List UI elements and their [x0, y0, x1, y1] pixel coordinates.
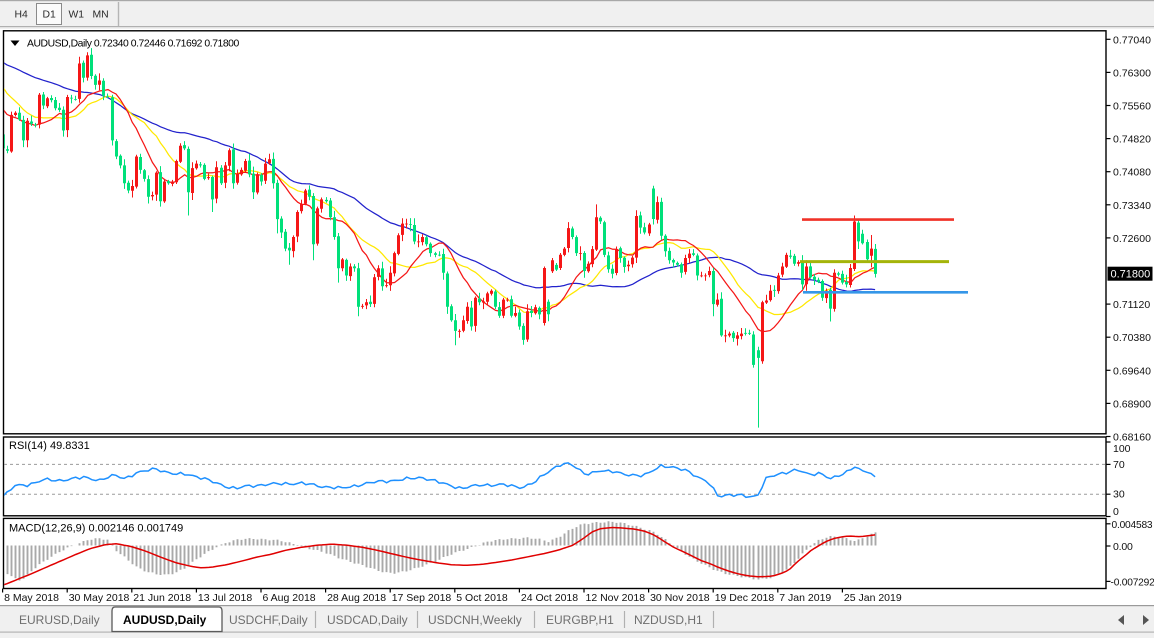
svg-text:0.76300: 0.76300: [1113, 67, 1151, 79]
svg-text:6 Aug 2018: 6 Aug 2018: [263, 592, 316, 604]
svg-text:AUDUSD,Daily: AUDUSD,Daily: [123, 613, 207, 627]
svg-text:0.69640: 0.69640: [1113, 365, 1151, 377]
svg-text:RSI(14) 49.8331: RSI(14) 49.8331: [9, 440, 90, 452]
svg-text:0.73340: 0.73340: [1113, 200, 1151, 212]
svg-text:0.004583: 0.004583: [1112, 520, 1153, 531]
svg-text:W1: W1: [69, 10, 85, 21]
svg-text:13 Jul 2018: 13 Jul 2018: [198, 592, 252, 604]
svg-text:0.75560: 0.75560: [1113, 101, 1151, 113]
svg-text:30 Nov 2018: 30 Nov 2018: [650, 592, 710, 604]
svg-text:0.71800: 0.71800: [1111, 269, 1151, 281]
svg-text:70: 70: [1113, 459, 1125, 471]
svg-text:0: 0: [1113, 506, 1119, 518]
svg-text:-0.007292: -0.007292: [1111, 577, 1154, 588]
svg-text:USDCNH,Weekly: USDCNH,Weekly: [428, 613, 522, 627]
svg-text:30: 30: [1113, 489, 1125, 501]
svg-text:EURUSD,Daily: EURUSD,Daily: [19, 613, 100, 627]
svg-text:5 Oct 2018: 5 Oct 2018: [456, 592, 508, 604]
svg-text:D1: D1: [43, 10, 57, 21]
svg-text:0.68160: 0.68160: [1113, 432, 1151, 444]
svg-text:100: 100: [1113, 443, 1131, 455]
svg-text:8 May 2018: 8 May 2018: [4, 592, 59, 604]
svg-text:H4: H4: [15, 10, 29, 21]
svg-text:0.00: 0.00: [1113, 541, 1133, 553]
svg-text:USDCHF,Daily: USDCHF,Daily: [229, 613, 308, 627]
svg-text:0.74080: 0.74080: [1113, 167, 1151, 179]
svg-text:MACD(12,26,9) 0.002146 0.00174: MACD(12,26,9) 0.002146 0.001749: [9, 523, 183, 535]
svg-text:17 Sep 2018: 17 Sep 2018: [392, 592, 452, 604]
svg-text:28 Aug 2018: 28 Aug 2018: [327, 592, 386, 604]
svg-text:0.77040: 0.77040: [1113, 34, 1151, 46]
svg-text:EURGBP,H1: EURGBP,H1: [546, 613, 614, 627]
svg-text:21 Jun 2018: 21 Jun 2018: [133, 592, 191, 604]
svg-text:24 Oct 2018: 24 Oct 2018: [521, 592, 578, 604]
svg-text:0.71120: 0.71120: [1113, 299, 1150, 311]
svg-text:0.72600: 0.72600: [1113, 233, 1151, 245]
svg-text:19 Dec 2018: 19 Dec 2018: [715, 592, 775, 604]
svg-text:0.68900: 0.68900: [1113, 398, 1151, 410]
svg-text:30 May 2018: 30 May 2018: [69, 592, 130, 604]
svg-text:0.70380: 0.70380: [1113, 332, 1151, 344]
svg-text:0.74820: 0.74820: [1113, 134, 1151, 146]
svg-text:NZDUSD,H1: NZDUSD,H1: [634, 613, 703, 627]
svg-text:AUDUSD,Daily 0.72340 0.72446: AUDUSD,Daily 0.72340 0.72446 0.71692 0.7…: [27, 39, 240, 50]
svg-text:7 Jan 2019: 7 Jan 2019: [779, 592, 831, 604]
svg-text:MN: MN: [93, 10, 109, 21]
svg-text:25 Jan 2019: 25 Jan 2019: [844, 592, 902, 604]
svg-text:USDCAD,Daily: USDCAD,Daily: [327, 613, 408, 627]
svg-text:12 Nov 2018: 12 Nov 2018: [586, 592, 646, 604]
